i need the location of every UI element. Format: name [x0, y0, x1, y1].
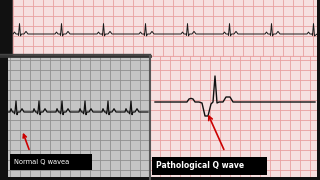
Text: Normal Q wavea: Normal Q wavea — [14, 159, 69, 165]
Bar — [317, 0, 320, 180]
Bar — [0, 56, 8, 180]
Bar — [150, 56, 320, 180]
Bar — [0, 0, 13, 56]
Bar — [152, 157, 267, 175]
Bar — [0, 56, 150, 180]
Bar — [10, 154, 92, 170]
Text: Pathological Q wave: Pathological Q wave — [156, 161, 244, 170]
Bar — [13, 0, 320, 56]
Bar — [0, 177, 320, 180]
